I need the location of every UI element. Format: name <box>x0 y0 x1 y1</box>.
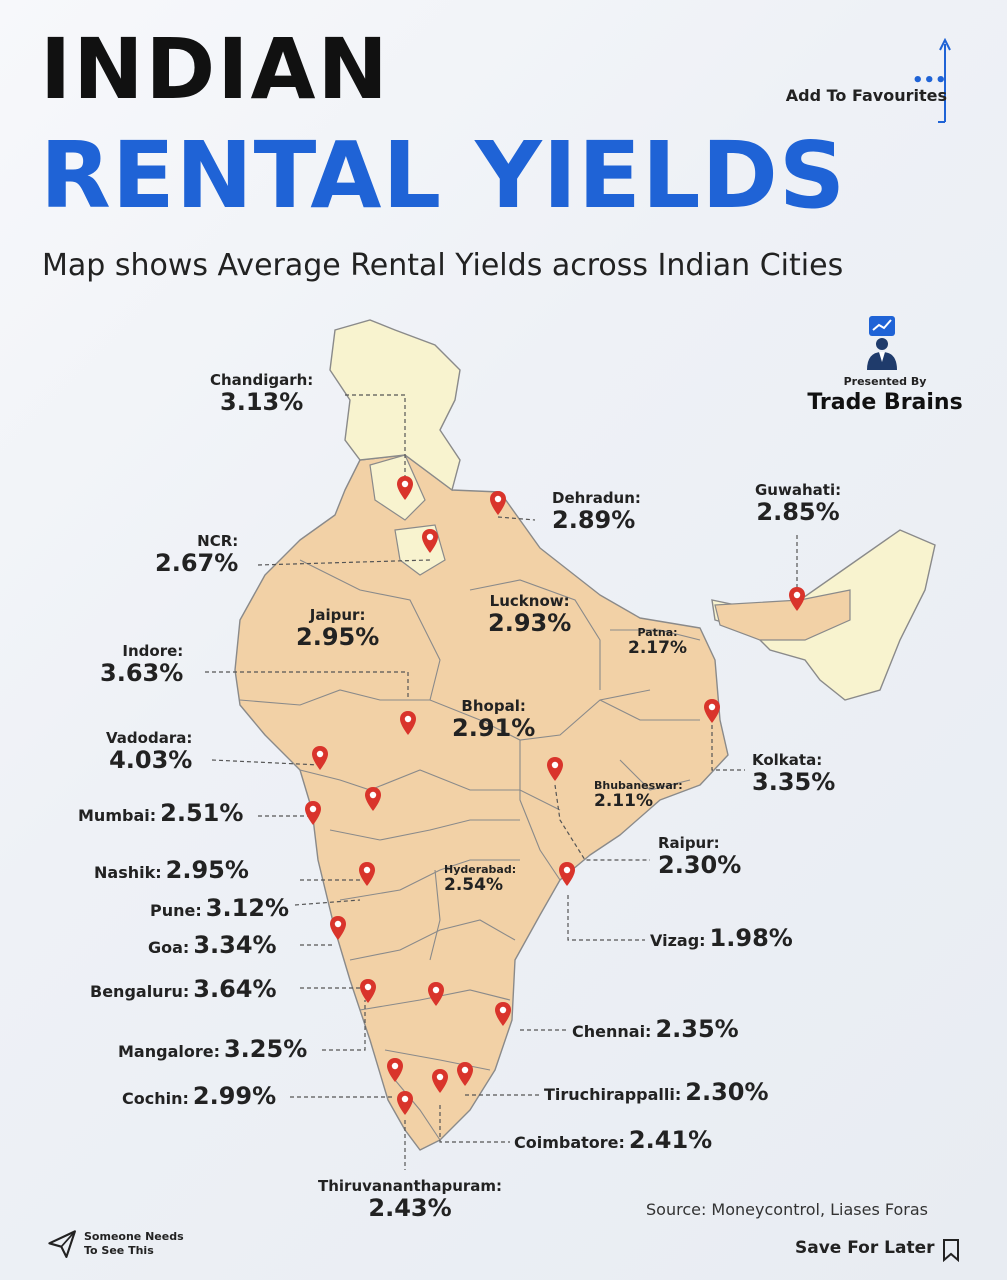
add-to-favourites-button[interactable]: Add To Favourites <box>785 86 947 105</box>
save-for-later-button[interactable]: Save For Later <box>795 1238 935 1258</box>
map-pin-icon <box>330 916 346 940</box>
city-label-goa: Goa: 3.34% <box>148 931 277 959</box>
city-label-mumbai: Mumbai: 2.51% <box>78 799 244 827</box>
city-label-cochin: Cochin: 2.99% <box>122 1082 277 1110</box>
city-label-coimbatore: Coimbatore: 2.41% <box>514 1126 713 1154</box>
city-label-mangalore: Mangalore: 3.25% <box>118 1035 308 1063</box>
city-label-hyderabad: Hyderabad: 2.54% <box>444 863 517 896</box>
map-pin-icon <box>397 476 413 500</box>
city-label-bengaluru: Bengaluru: 3.64% <box>90 975 277 1003</box>
city-label-chandigarh: Chandigarh: 3.13% <box>210 371 314 416</box>
india-main-region <box>234 454 729 1151</box>
map-pin-icon <box>547 757 563 781</box>
city-label-raipur: Raipur: 2.30% <box>658 834 742 879</box>
city-label-lucknow: Lucknow: 2.93% <box>488 592 572 637</box>
map-pin-icon <box>559 862 575 886</box>
assam-region <box>714 589 851 641</box>
city-label-dehradun: Dehradun: 2.89% <box>552 489 641 534</box>
map-pin-icon <box>397 1091 413 1115</box>
map-pin-icon <box>305 801 321 825</box>
city-label-patna: Patna: 2.17% <box>628 626 687 659</box>
city-label-thiruvananthapuram: Thiruvananthapuram: 2.43% <box>318 1177 503 1222</box>
city-label-nashik: Nashik: 2.95% <box>94 856 249 884</box>
map-pin-icon <box>428 982 444 1006</box>
map-pin-icon <box>400 711 416 735</box>
brand-name: Trade Brains <box>807 390 963 415</box>
presented-by: Presented By <box>843 375 927 388</box>
map-pin-icon <box>457 1062 473 1086</box>
map-pin-icon <box>495 1002 511 1026</box>
bookmark-icon[interactable] <box>942 1238 960 1262</box>
city-label-vadodara: Vadodara: 4.03% <box>106 729 193 774</box>
send-icon[interactable] <box>46 1228 80 1262</box>
presenter-icon <box>867 316 897 370</box>
map-pin-icon <box>704 699 720 723</box>
hp-region <box>369 454 426 521</box>
city-label-ncr: NCR: 2.67% <box>155 532 239 577</box>
city-label-jaipur: Jaipur: 2.95% <box>296 606 380 651</box>
arrow-up-icon[interactable] <box>938 38 952 124</box>
city-label-bhopal: Bhopal: 2.91% <box>452 697 536 742</box>
city-label-chennai: Chennai: 2.35% <box>572 1015 739 1043</box>
map-pin-icon <box>312 746 328 770</box>
map-pin-icon <box>387 1058 403 1082</box>
city-label-vizag: Vizag: 1.98% <box>650 924 793 952</box>
map-pin-icon <box>360 979 376 1003</box>
map-pin-icon <box>789 587 805 611</box>
share-prompt[interactable]: Someone Needs To See This <box>84 1230 184 1258</box>
dots-icon[interactable]: ••• <box>912 70 947 91</box>
city-label-guwahati: Guwahati: 2.85% <box>755 481 842 526</box>
map-pin-icon <box>422 529 438 553</box>
map-pin-icon <box>432 1069 448 1093</box>
city-label-bhubaneswar: Bhubaneswar: 2.11% <box>594 779 683 812</box>
title-line-1: INDIAN <box>40 20 390 118</box>
source-note: Source: Moneycontrol, Liases Foras <box>646 1200 929 1219</box>
city-label-tiruchirappalli: Tiruchirappalli: 2.30% <box>544 1078 769 1106</box>
city-label-indore: Indore: 3.63% <box>100 642 184 687</box>
title-line-2: RENTAL YIELDS <box>40 122 847 229</box>
map-pin-icon <box>359 862 375 886</box>
subtitle: Map shows Average Rental Yields across I… <box>42 248 844 283</box>
city-label-pune: Pune: 3.12% <box>150 894 290 922</box>
north-region <box>329 319 461 492</box>
map-pin-icon <box>365 787 381 811</box>
city-label-kolkata: Kolkata: 3.35% <box>752 751 836 796</box>
map-pin-icon <box>490 491 506 515</box>
